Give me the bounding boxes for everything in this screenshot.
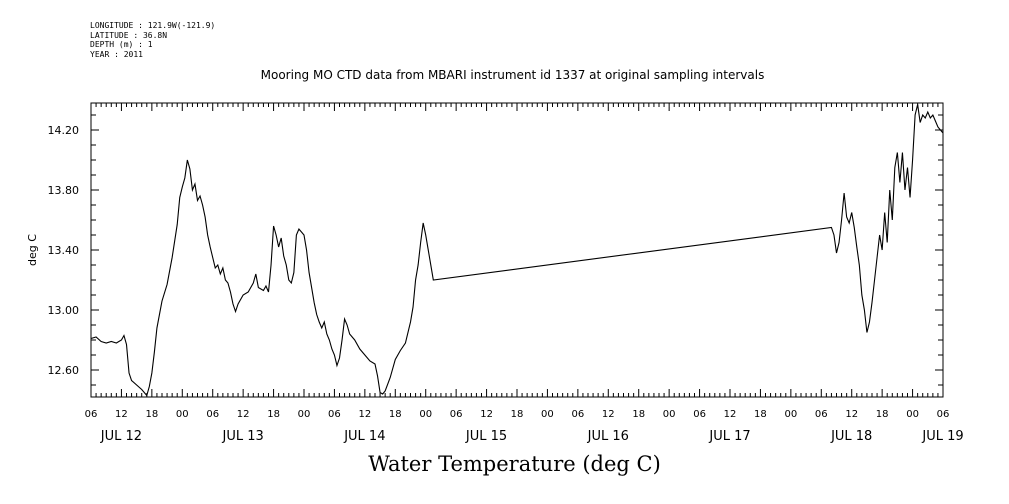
x-hour-label: 12 <box>602 409 615 420</box>
metadata-year: YEAR : 2011 <box>90 49 143 59</box>
y-tick-label: 13.00 <box>48 304 80 317</box>
x-hour-label: 18 <box>876 409 889 420</box>
x-day-label: JUL 15 <box>465 429 507 444</box>
x-day-label: JUL 17 <box>708 429 750 444</box>
x-hour-label: 00 <box>663 409 676 420</box>
y-tick-label: 14.20 <box>48 124 80 137</box>
series-line <box>90 104 944 397</box>
x-hour-label: 06 <box>571 409 584 420</box>
x-hour-label: 18 <box>632 409 645 420</box>
metadata-latitude: LATITUDE : 36.8N <box>90 30 168 40</box>
x-hour-label: 00 <box>784 409 797 420</box>
x-hour-label: 18 <box>267 409 280 420</box>
x-hour-label: 00 <box>298 409 311 420</box>
x-hour-label: 18 <box>389 409 402 420</box>
y-tick-label: 13.80 <box>48 184 80 197</box>
axis-labels: 12.60 13.00 13.40 13.80 14.20 06 12 18 00 06 12 18 0… <box>48 124 964 444</box>
x-day-label: JUL 18 <box>830 429 872 444</box>
x-hour-label: 06 <box>85 409 98 420</box>
x-hour-label: 12 <box>358 409 371 420</box>
x-hour-label: 18 <box>754 409 767 420</box>
x-hour-label: 12 <box>480 409 493 420</box>
x-hour-label: 12 <box>237 409 250 420</box>
x-hour-label: 12 <box>845 409 858 420</box>
x-hour-label: 00 <box>906 409 919 420</box>
x-day-label: JUL 14 <box>343 429 385 444</box>
x-hour-label: 06 <box>693 409 706 420</box>
x-day-label: JUL 13 <box>222 429 264 444</box>
metadata-longitude: LONGITUDE : 121.9W(-121.9) <box>90 21 216 30</box>
x-hour-label: 00 <box>419 409 432 420</box>
x-day-label: JUL 16 <box>587 429 629 444</box>
y-tick-label: 13.40 <box>48 244 80 257</box>
x-hour-label: 06 <box>206 409 219 420</box>
chart-title: Mooring MO CTD data from MBARI instrumen… <box>260 68 765 82</box>
x-day-label: JUL 12 <box>100 429 142 444</box>
x-hour-label: 12 <box>115 409 128 420</box>
axis-ticks <box>90 103 944 397</box>
plot-frame <box>90 102 944 398</box>
x-hour-label: 06 <box>815 409 828 420</box>
x-hour-label: 00 <box>176 409 189 420</box>
metadata-block: LONGITUDE : 121.9W(-121.9) LATITUDE : 36… <box>90 21 215 59</box>
x-day-label: JUL 19 <box>921 429 963 444</box>
x-axis-label: Water Temperature (deg C) <box>368 452 661 476</box>
y-tick-label: 12.60 <box>48 364 80 377</box>
y-axis-label: deg C <box>26 234 39 266</box>
x-hour-label: 06 <box>450 409 463 420</box>
x-hour-label: 06 <box>937 409 950 420</box>
x-hour-label: 12 <box>724 409 737 420</box>
x-hour-label: 18 <box>145 409 158 420</box>
x-hour-label: 00 <box>541 409 554 420</box>
x-hour-label: 06 <box>328 409 341 420</box>
metadata-depth: DEPTH (m) : 1 <box>90 40 153 50</box>
x-hour-label: 18 <box>511 409 524 420</box>
